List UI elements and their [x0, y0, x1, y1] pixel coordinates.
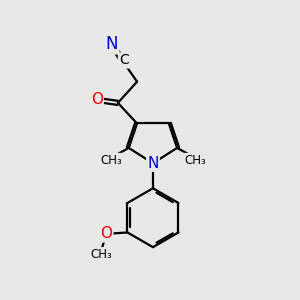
Text: O: O	[91, 92, 103, 107]
Text: N: N	[106, 35, 118, 53]
Text: C: C	[119, 53, 129, 68]
Text: CH₃: CH₃	[184, 154, 206, 167]
Text: O: O	[100, 226, 112, 242]
Text: N: N	[147, 156, 159, 171]
Text: CH₃: CH₃	[100, 154, 122, 167]
Text: CH₃: CH₃	[90, 248, 112, 261]
